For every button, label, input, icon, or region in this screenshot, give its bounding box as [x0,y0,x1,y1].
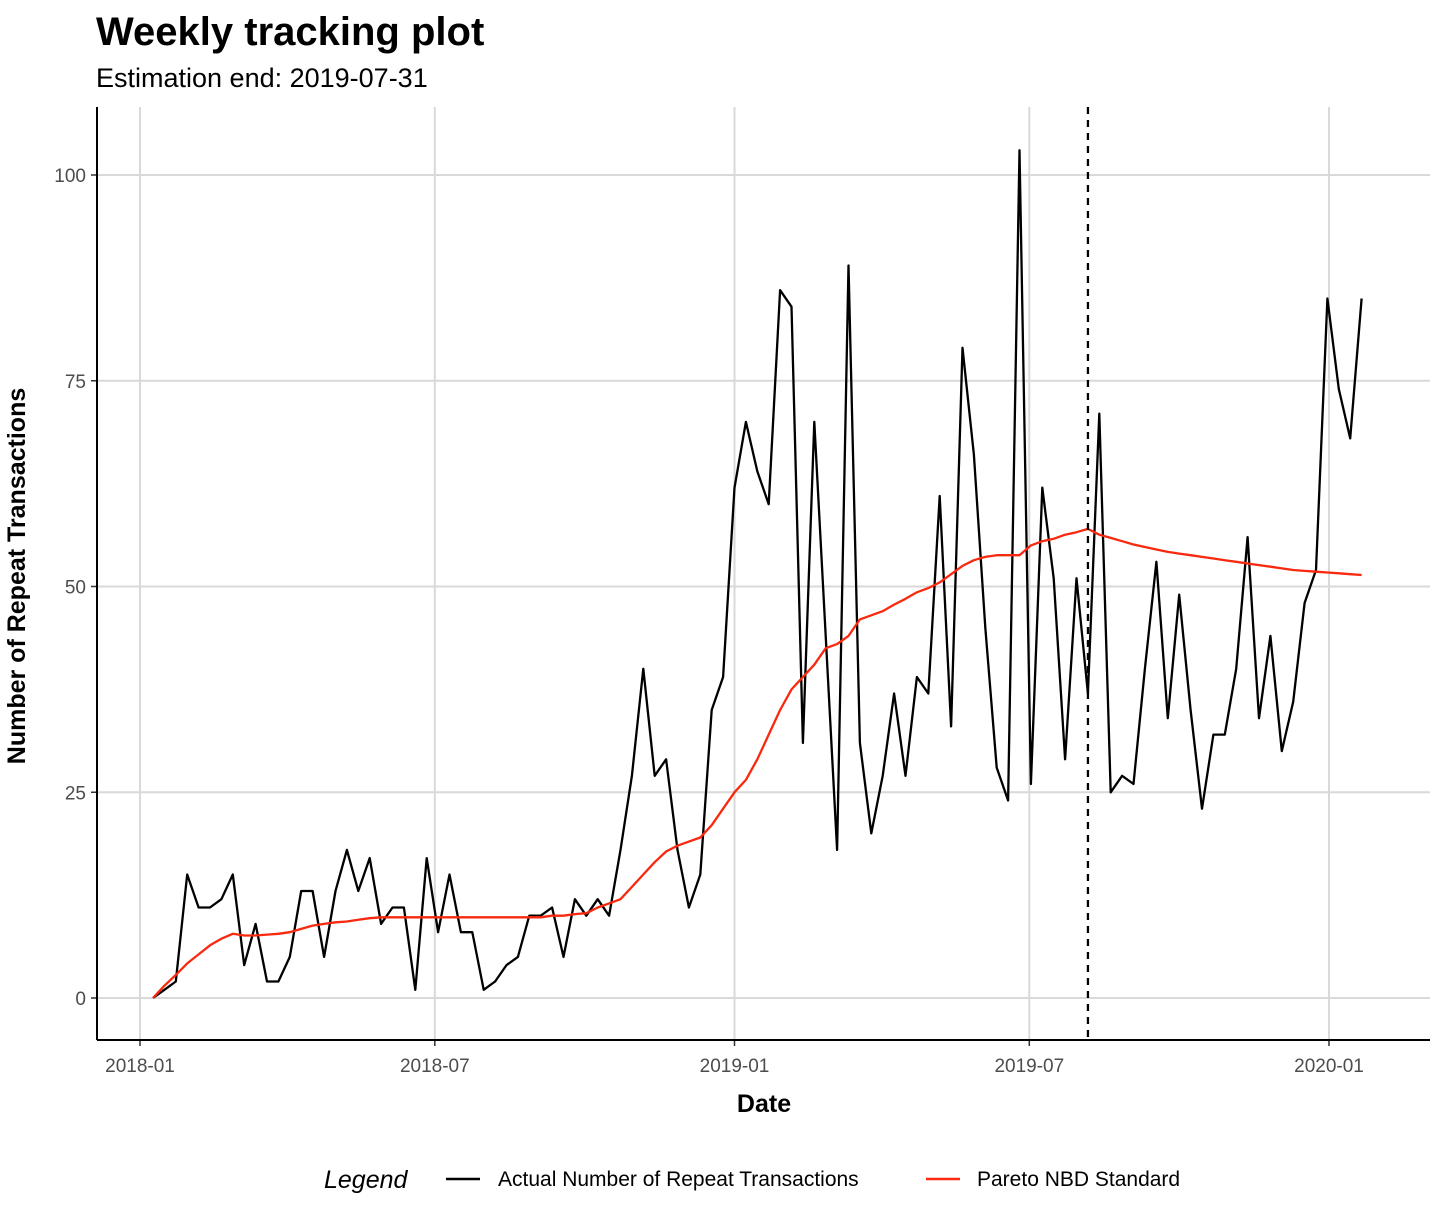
chart-title: Weekly tracking plot [96,10,484,54]
chart-subtitle: Estimation end: 2019-07-31 [96,63,428,93]
series-line-actual [152,149,1363,999]
series-line-pareto-nbd [152,527,1362,999]
gridlines [97,107,1430,1040]
y-tick-label: 75 [65,372,86,393]
legend-title: Legend [324,1166,409,1194]
y-axis-title: Number of Repeat Transactions [3,388,31,764]
x-tick-label: 2018-07 [400,1056,470,1077]
series-lines [152,149,1363,999]
axes [91,107,1430,1046]
y-tick-label: 25 [65,783,86,804]
x-axis-title: Date [737,1090,791,1118]
x-tick-label: 2019-07 [994,1056,1064,1077]
y-tick-label: 0 [75,989,86,1010]
legend-label-actual: Actual Number of Repeat Transactions [498,1168,859,1191]
y-tick-label: 50 [65,578,86,599]
x-tick-label: 2018-01 [105,1056,175,1077]
legend-label-pareto: Pareto NBD Standard [977,1168,1180,1191]
y-tick-label: 100 [54,166,86,187]
x-tick-label: 2020-01 [1294,1056,1364,1077]
legend: Legend Actual Number of Repeat Transacti… [324,1166,1180,1194]
x-tick-label: 2019-01 [700,1056,770,1077]
tick-labels: 0 25 50 75 100 2018-01 2018-07 2019-01 2019-07 20… [54,166,1364,1077]
